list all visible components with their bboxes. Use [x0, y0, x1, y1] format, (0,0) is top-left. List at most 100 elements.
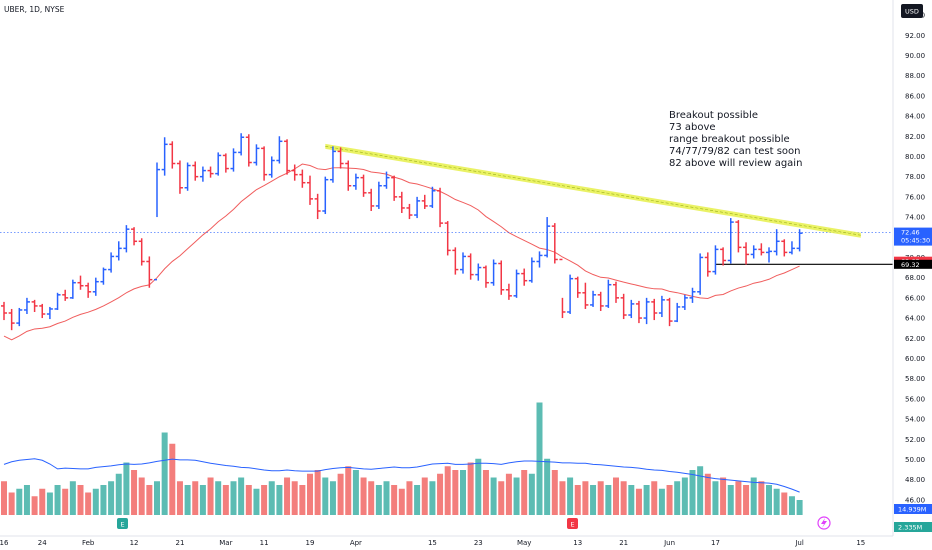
x-tick-label: 15: [428, 539, 437, 547]
trendline-center: [325, 146, 861, 236]
volume-bar: [590, 485, 597, 515]
ohlc-bar: [567, 274, 574, 315]
ohlc-bar: [368, 188, 375, 211]
ohlc-bar: [138, 238, 145, 266]
currency-button[interactable]: USD: [901, 4, 923, 18]
volume-bar: [169, 443, 176, 515]
volume-bar: [92, 488, 99, 515]
volume-bar: [146, 485, 153, 515]
volume-bar: [697, 466, 704, 515]
volume-bar: [758, 481, 765, 515]
earnings-marker[interactable]: E: [117, 518, 128, 529]
svg-text:E: E: [570, 521, 574, 529]
ohlc-bar: [92, 277, 99, 296]
volume-bar: [773, 488, 780, 515]
ohlc-bar: [628, 299, 635, 319]
y-tick-label: 64.00: [905, 315, 925, 323]
volume-bar: [689, 470, 696, 515]
volume-bar: [253, 488, 260, 515]
volume-bar: [452, 470, 459, 515]
ohlc-bar: [169, 141, 176, 169]
volume-bar: [574, 485, 581, 515]
ohlc-bar: [54, 292, 61, 310]
volume-bar: [482, 470, 489, 515]
volume-bar: [284, 477, 291, 515]
ohlc-bar: [559, 258, 566, 319]
y-tick-label: 76.00: [905, 193, 925, 201]
ohlc-bar: [704, 252, 711, 277]
x-tick-label: Apr: [350, 539, 362, 547]
ohlc-bar: [345, 160, 352, 191]
volume-bar: [628, 485, 635, 515]
annotation-line: 74/77/79/82 can test soon: [669, 146, 801, 157]
volume-bar: [352, 470, 359, 515]
x-tick-label: 19: [306, 539, 315, 547]
volume-bar: [299, 485, 306, 515]
volume-bar: [360, 477, 367, 515]
ohlc-bar: [651, 298, 658, 321]
volume-bar: [23, 485, 30, 515]
trendline-layer[interactable]: [325, 143, 893, 265]
ohlc-bar: [521, 268, 528, 286]
volume-bar: [62, 488, 69, 515]
y-tick-label: 88.00: [905, 72, 925, 80]
volume-bar: [31, 496, 38, 515]
ohlc-bar: [674, 302, 681, 323]
ohlc-bar: [513, 269, 520, 298]
y-tick-label: 84.00: [905, 113, 925, 121]
volume-bar: [245, 485, 252, 515]
lightning-icon[interactable]: [817, 516, 831, 530]
volume-bar: [467, 462, 474, 515]
volume-bar: [437, 473, 444, 515]
x-tick-label: Mar: [219, 539, 232, 547]
ohlc-bar: [337, 147, 344, 169]
volume-bar: [460, 470, 466, 515]
ohlc-bar: [727, 218, 734, 264]
volume-bar: [651, 481, 658, 515]
ohlc-bar: [291, 164, 298, 181]
volume-bar: [391, 485, 398, 515]
x-tick-label: 12: [130, 539, 139, 547]
ohlc-bar: [146, 256, 153, 288]
ohlc-bar: [199, 166, 206, 182]
volume-bar: [406, 481, 413, 515]
ohlc-bar: [766, 247, 772, 263]
price-tag-countdown: 05:45:30: [901, 237, 930, 245]
volume-bar: [605, 485, 612, 515]
x-tick-label: Feb: [82, 539, 95, 547]
annotation-line: range breakout possible: [669, 134, 790, 145]
y-tick-label: 82.00: [905, 133, 925, 141]
earnings-marker[interactable]: E: [567, 518, 578, 529]
ohlc-bar: [215, 152, 222, 176]
volume-bar: [337, 473, 344, 515]
x-tick-label: 13: [573, 539, 582, 547]
ohlc-bar: [100, 267, 107, 285]
volume-bar: [85, 492, 92, 515]
ohlc-bar: [406, 203, 413, 220]
volume-bar: [567, 477, 574, 515]
ohlc-bar: [108, 252, 115, 273]
volume-bar: [735, 481, 742, 515]
ohlc-bar: [437, 187, 444, 228]
x-tick-label: 21: [619, 539, 628, 547]
ohlc-bar: [16, 307, 23, 327]
y-tick-label: 86.00: [905, 92, 925, 100]
volume-bar: [635, 488, 642, 515]
ohlc-bar: [544, 217, 551, 258]
volume-bar: [192, 481, 199, 515]
ohlc-bar: [314, 193, 321, 220]
ohlc-bar: [681, 294, 688, 310]
volume-bar: [521, 470, 528, 515]
volume-bar: [398, 488, 405, 515]
ohlc-bar: [536, 251, 543, 268]
ohlc-bar: [467, 253, 474, 280]
ma-line: [3, 163, 800, 341]
ohlc-bar: [307, 175, 313, 205]
ohlc-bar: [689, 287, 696, 303]
volume-bar: [766, 485, 772, 515]
volume-tag-label: 2.335M: [898, 524, 922, 532]
symbol-label: UBER, 1D, NYSE: [4, 5, 65, 14]
volume-bar: [658, 488, 665, 515]
volume-bar: [490, 477, 497, 515]
